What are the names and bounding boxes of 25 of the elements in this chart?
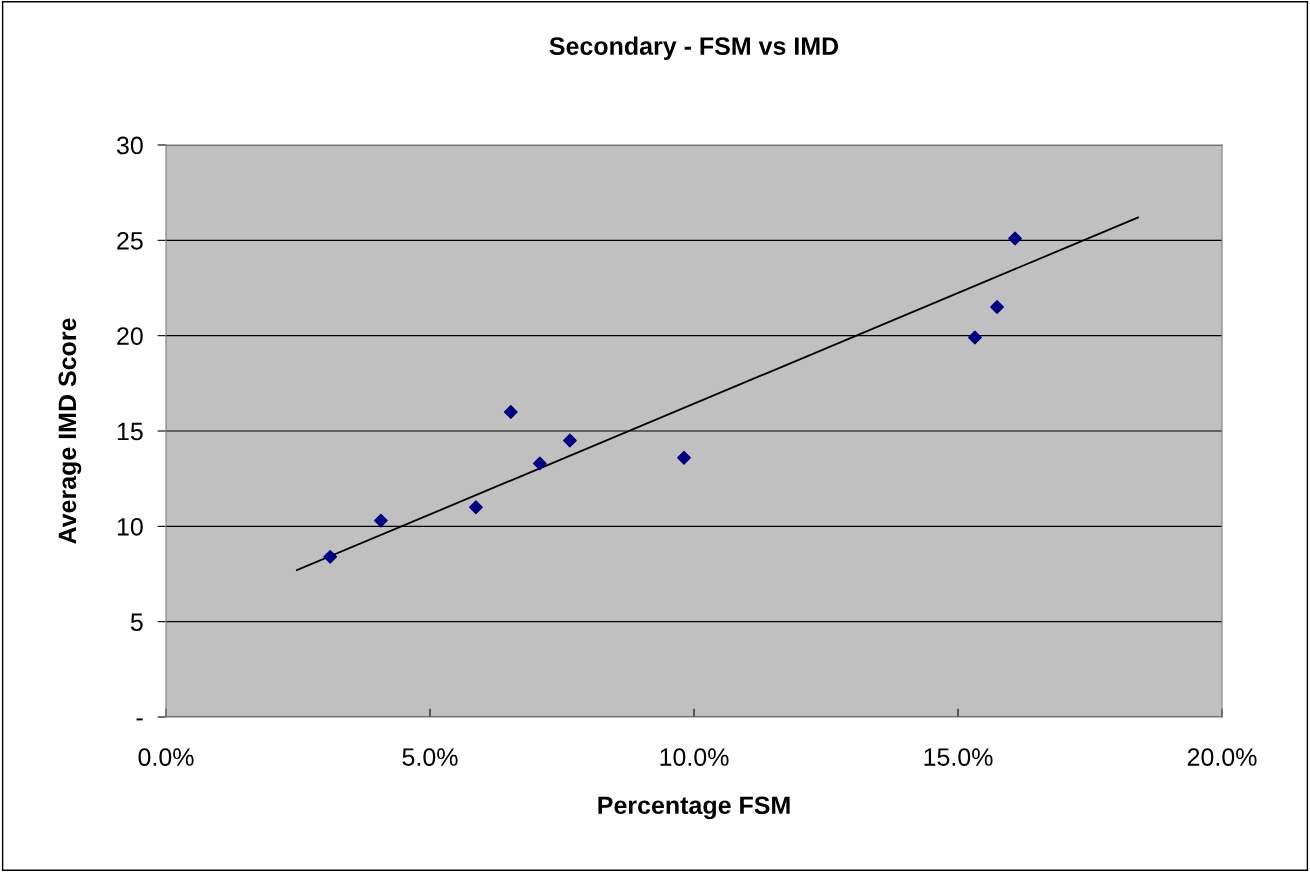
point (532, 456, 547, 471)
x-axis-title: Percentage FSM (598, 796, 790, 820)
x-tick-label: 20.0% (1187, 748, 1257, 766)
x-tick-label: 5.0% (402, 748, 458, 766)
y-tick-label: 30 (116, 136, 143, 155)
y-tick-label: 15 (117, 422, 143, 441)
y-tick-label: 10 (117, 517, 143, 536)
y-tick-label: - (136, 718, 143, 721)
x-tick-label: 15.0% (924, 748, 993, 766)
point (469, 500, 483, 515)
point (990, 300, 1004, 314)
point (1008, 231, 1022, 246)
point (503, 405, 518, 419)
x-tick-label: 10.0% (660, 748, 729, 766)
x-tick-label: 0.0% (138, 748, 194, 766)
y-tick-label: 25 (117, 231, 143, 250)
point (967, 330, 982, 345)
point (323, 549, 338, 564)
y-axis-title: Average IMD Score (58, 318, 82, 544)
point (373, 513, 388, 528)
point (563, 433, 577, 448)
y-tick-label: 5 (130, 613, 143, 631)
chart-title: Secondary - FSM vs IMD (549, 36, 839, 60)
y-tick-label: 20 (117, 327, 143, 345)
point (677, 450, 691, 465)
